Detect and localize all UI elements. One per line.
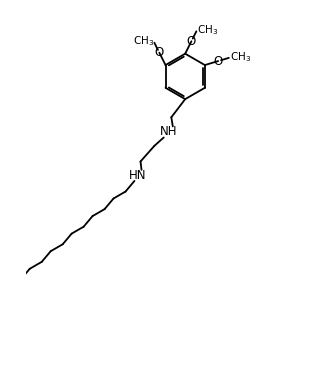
Text: CH$_3$: CH$_3$ [197, 23, 218, 37]
Text: O: O [155, 46, 164, 59]
Text: CH$_3$: CH$_3$ [230, 51, 251, 65]
Text: NH: NH [159, 125, 177, 138]
Text: CH$_3$: CH$_3$ [133, 35, 154, 49]
Text: O: O [187, 35, 196, 48]
Text: HN: HN [129, 169, 147, 182]
Text: O: O [214, 55, 223, 68]
